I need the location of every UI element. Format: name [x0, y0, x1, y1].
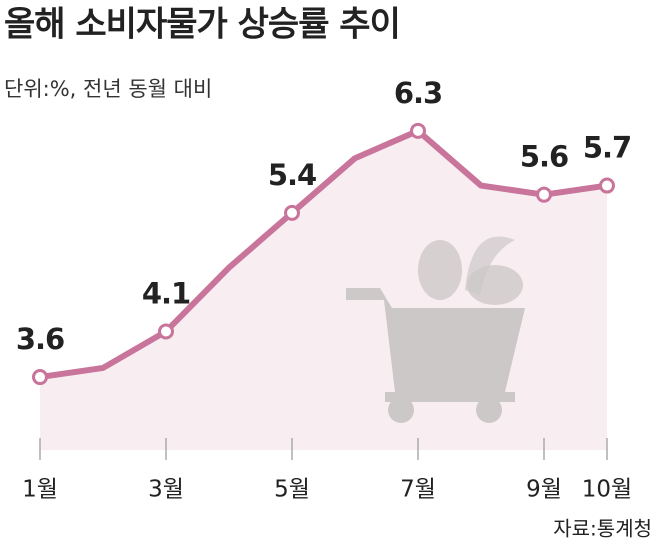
value-label: 5.7	[583, 131, 631, 165]
value-label: 4.1	[142, 276, 190, 310]
marker	[284, 204, 300, 221]
line	[39, 127, 608, 381]
value-label: 5.4	[268, 158, 316, 192]
x-tick-label: 10월	[582, 477, 632, 503]
x-tick-label: 1월	[22, 477, 58, 503]
x-tick-label: 7월	[400, 477, 436, 503]
chart-subtitle: 단위:%, 전년 동월 대비	[4, 77, 212, 101]
value-label: 3.6	[16, 322, 64, 356]
marker	[410, 122, 426, 139]
chart-title: 올해 소비자물가 상승률 추이	[4, 5, 400, 45]
marker	[158, 323, 174, 340]
marker	[599, 177, 615, 194]
x-tick-label: 9월	[526, 477, 562, 503]
plot-area: 1월 3월 5월 7월 9월 10월 3.6 4.1 5.4 6.3 5.6 5.7	[16, 76, 632, 503]
marker	[32, 369, 48, 386]
source: 자료:통계청	[553, 517, 652, 541]
marker	[536, 186, 552, 203]
x-tick-label: 5월	[274, 477, 310, 503]
value-label: 5.6	[520, 140, 568, 174]
x-tick-label: 3월	[148, 477, 184, 503]
value-label: 6.3	[394, 76, 442, 110]
cart-icon	[346, 236, 525, 423]
